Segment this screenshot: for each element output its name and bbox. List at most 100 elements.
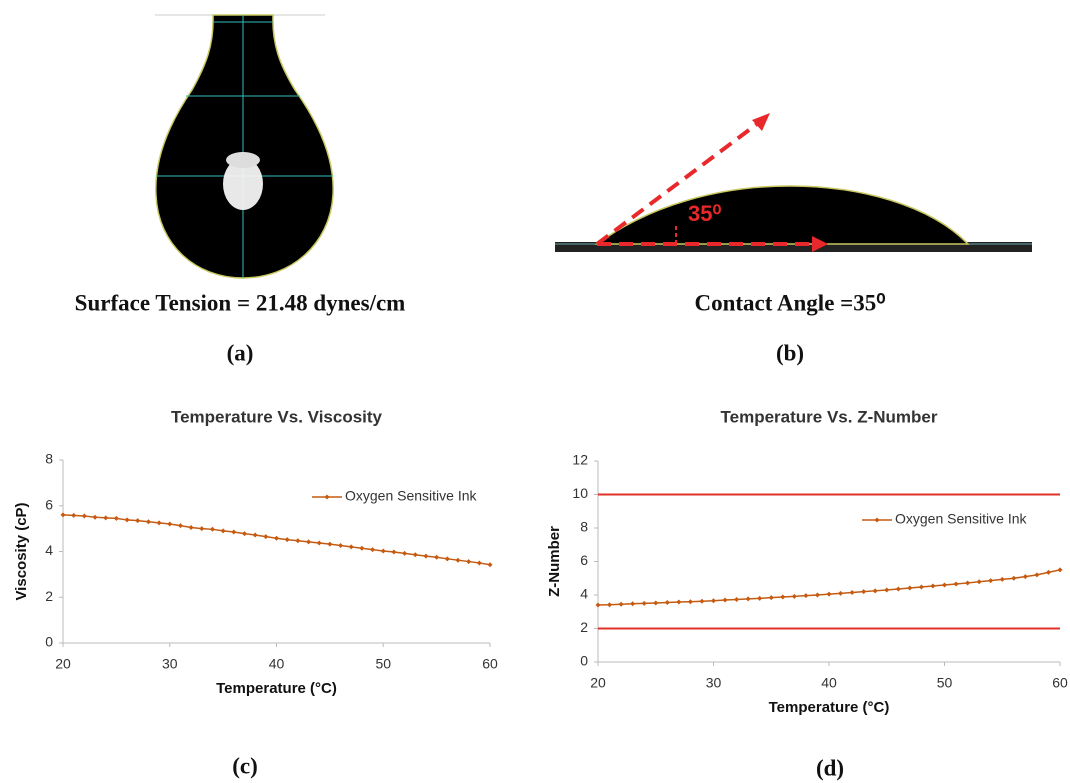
x-tick-label: 60 [482,656,498,672]
data-point [124,517,130,523]
data-point [803,593,809,599]
data-point [780,594,786,600]
data-point [734,597,740,603]
legend-label: Oxygen Sensitive Ink [895,511,1028,527]
data-point [359,545,365,551]
data-point [872,588,878,594]
y-tick-label: 2 [45,588,53,604]
data-point [768,595,774,601]
panel-label: (b) [776,340,804,365]
sessile-drop-image [555,113,1032,252]
data-point [814,592,820,598]
y-tick-label: 2 [580,619,588,635]
y-axis-title: Z-Number [546,526,563,597]
chart-title: Temperature Vs. Z-Number [721,407,938,426]
data-point [81,513,87,519]
x-tick-label: 40 [821,675,837,691]
y-tick-label: 10 [572,485,588,501]
data-point [241,531,247,537]
data-point [757,595,763,601]
data-point [145,519,151,525]
data-point [455,557,461,563]
data-point [167,521,173,527]
caption: Surface Tension = 21.48 dynes/cm [75,290,406,315]
y-tick-label: 0 [580,653,588,669]
data-point [722,597,728,603]
data-point [306,539,312,545]
data-point [791,593,797,599]
data-point [60,512,66,518]
data-point [284,537,290,543]
y-tick-label: 4 [45,542,53,558]
data-point [676,599,682,605]
pendant-drop-image [155,14,334,279]
x-tick-label: 40 [269,656,285,672]
data-point [595,602,601,608]
data-point [849,589,855,595]
data-point [231,529,237,535]
data-point [466,559,472,565]
data-point [999,576,1005,582]
y-tick-label: 12 [572,452,588,468]
y-tick-label: 6 [45,496,53,512]
data-point [380,548,386,554]
data-point [71,512,77,518]
data-point [423,553,429,559]
data-point [965,580,971,586]
data-point [687,599,693,605]
data-point [918,584,924,590]
data-point [664,600,670,606]
data-point [895,586,901,592]
data-point [838,590,844,596]
data-point [348,544,354,550]
data-point [907,585,913,591]
x-tick-label: 30 [706,675,722,691]
data-point [263,534,269,540]
data-point [444,556,450,562]
data-point [699,598,705,604]
data-point [1011,575,1017,581]
panel-label: (c) [232,753,258,778]
data-point [618,601,624,607]
data-point [412,552,418,558]
x-tick-label: 20 [590,675,606,691]
data-point [252,532,258,538]
x-tick-label: 60 [1052,675,1068,691]
data-point [953,581,959,587]
angle-annotation: 35⁰ [688,201,721,226]
data-point [1045,569,1051,575]
chart-title: Temperature Vs. Viscosity [171,407,383,426]
data-point [942,582,947,588]
data-point [135,518,141,524]
data-point [884,587,890,593]
data-point [220,528,226,534]
x-tick-label: 30 [162,656,178,672]
y-axis-title: Viscosity (cP) [13,502,30,600]
data-point [930,583,936,589]
data-point [338,543,344,549]
legend-label: Oxygen Sensitive Ink [345,488,478,504]
data-point [434,554,440,560]
panel-label: (a) [227,340,254,365]
data-point [745,596,751,602]
data-point [711,598,716,604]
data-point [1034,572,1040,578]
y-tick-label: 8 [580,519,588,535]
x-axis-title: Temperature (°C) [769,699,890,716]
legend-marker [874,517,880,523]
data-point [607,602,613,608]
series-line [597,569,1061,606]
data-point [316,540,322,546]
data-point [156,520,162,526]
y-tick-label: 4 [580,586,588,602]
data-point [209,526,215,532]
data-point [630,601,636,607]
data-point [274,535,279,541]
data-point [653,600,659,606]
data-point [1022,574,1028,580]
caption: Contact Angle =35⁰ [695,290,886,315]
data-point [1057,567,1063,573]
y-tick-label: 8 [45,451,53,467]
x-tick-label: 50 [375,656,391,672]
